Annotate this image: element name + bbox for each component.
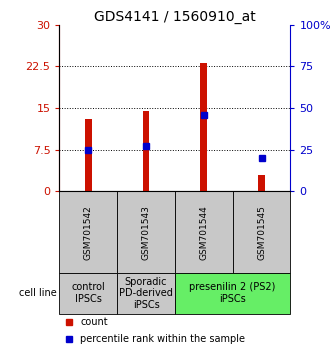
Text: Sporadic
PD-derived
iPSCs: Sporadic PD-derived iPSCs: [119, 276, 173, 310]
Bar: [233, 192, 290, 273]
Text: GSM701542: GSM701542: [84, 205, 93, 259]
Bar: [143, 111, 149, 192]
Bar: [59, 273, 117, 314]
Text: GSM701544: GSM701544: [199, 205, 208, 259]
Bar: [117, 192, 175, 273]
Bar: [117, 273, 175, 314]
Bar: [85, 119, 92, 192]
Bar: [200, 63, 207, 192]
Text: cell line: cell line: [19, 288, 56, 298]
Text: control
IPSCs: control IPSCs: [71, 282, 105, 304]
Text: GSM701545: GSM701545: [257, 205, 266, 259]
Text: count: count: [80, 317, 108, 327]
Bar: [175, 192, 233, 273]
Text: percentile rank within the sample: percentile rank within the sample: [80, 333, 245, 344]
Text: GSM701543: GSM701543: [142, 205, 150, 259]
Title: GDS4141 / 1560910_at: GDS4141 / 1560910_at: [94, 10, 256, 24]
Text: presenilin 2 (PS2)
iPSCs: presenilin 2 (PS2) iPSCs: [189, 282, 276, 304]
Bar: [175, 273, 290, 314]
Bar: [258, 175, 265, 192]
Bar: [59, 192, 117, 273]
